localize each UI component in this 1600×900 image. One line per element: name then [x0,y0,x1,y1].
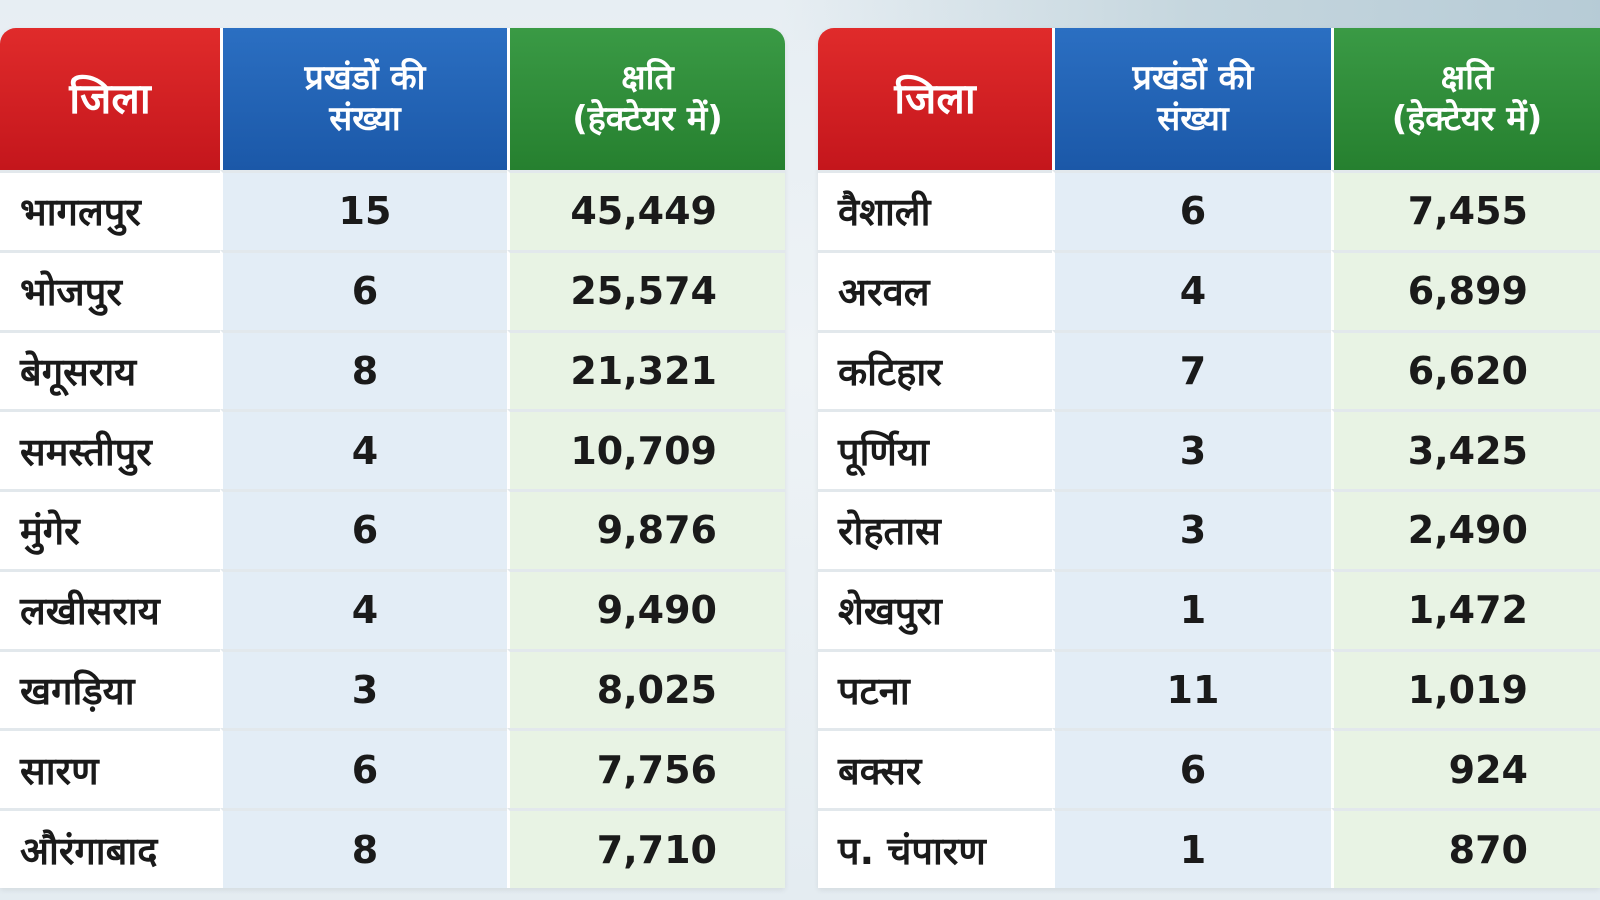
loss-cell: 6,620 [1331,329,1600,410]
district-cell: लखीसराय [0,568,220,649]
blocks-cell: 6 [220,489,507,569]
header-blocks: प्रखंडों की संख्या [220,28,507,170]
blocks-cell: 15 [220,170,507,250]
blocks-cell: 1 [1052,568,1331,649]
loss-cell: 7,710 [507,808,785,888]
blocks-cell: 6 [220,249,507,330]
loss-cell: 9,876 [507,489,785,569]
blocks-cell: 8 [220,808,507,888]
loss-cell: 9,490 [507,568,785,649]
loss-cell: 7,455 [1331,170,1600,250]
loss-cell: 10,709 [507,409,785,490]
loss-cell: 3,425 [1331,409,1600,490]
district-cell: शेखपुरा [818,568,1052,649]
district-cell: रोहतास [818,489,1052,569]
blocks-cell: 11 [1052,648,1331,729]
district-cell: भागलपुर [0,170,220,250]
loss-cell: 2,490 [1331,489,1600,569]
header-loss: क्षति (हेक्टेयर में) [1331,28,1600,170]
blocks-cell: 3 [220,648,507,729]
district-cell: सारण [0,728,220,809]
district-cell: बक्सर [818,728,1052,809]
district-cell: अरवल [818,249,1052,330]
loss-cell: 1,472 [1331,568,1600,649]
district-cell: पटना [818,648,1052,729]
blocks-cell: 4 [220,568,507,649]
header-district: जिला [0,28,220,170]
loss-cell: 924 [1331,728,1600,809]
loss-cell: 1,019 [1331,648,1600,729]
district-cell: कटिहार [818,329,1052,410]
header-district: जिला [818,28,1052,170]
loss-cell: 8,025 [507,648,785,729]
district-cell: समस्तीपुर [0,409,220,490]
blocks-cell: 6 [220,728,507,809]
loss-cell: 45,449 [507,170,785,250]
district-cell: बेगूसराय [0,329,220,410]
district-cell: वैशाली [818,170,1052,250]
loss-cell: 21,321 [507,329,785,410]
crop-loss-table-left: जिला प्रखंडों की संख्या क्षति (हेक्टेयर … [0,28,785,888]
district-cell: औरंगाबाद [0,808,220,888]
loss-cell: 870 [1331,808,1600,888]
blocks-cell: 1 [1052,808,1331,888]
loss-cell: 25,574 [507,249,785,330]
district-cell: खगड़िया [0,648,220,729]
district-cell: पूर्णिया [818,409,1052,490]
blocks-cell: 3 [1052,409,1331,490]
loss-cell: 7,756 [507,728,785,809]
header-blocks: प्रखंडों की संख्या [1052,28,1331,170]
blocks-cell: 3 [1052,489,1331,569]
district-cell: प. चंपारण [818,808,1052,888]
blocks-cell: 6 [1052,170,1331,250]
district-cell: भोजपुर [0,249,220,330]
blocks-cell: 7 [1052,329,1331,410]
header-loss: क्षति (हेक्टेयर में) [507,28,785,170]
crop-loss-table-right: जिला प्रखंडों की संख्या क्षति (हेक्टेयर … [818,28,1600,888]
blocks-cell: 6 [1052,728,1331,809]
district-cell: मुंगेर [0,489,220,569]
blocks-cell: 4 [1052,249,1331,330]
blocks-cell: 8 [220,329,507,410]
blocks-cell: 4 [220,409,507,490]
loss-cell: 6,899 [1331,249,1600,330]
